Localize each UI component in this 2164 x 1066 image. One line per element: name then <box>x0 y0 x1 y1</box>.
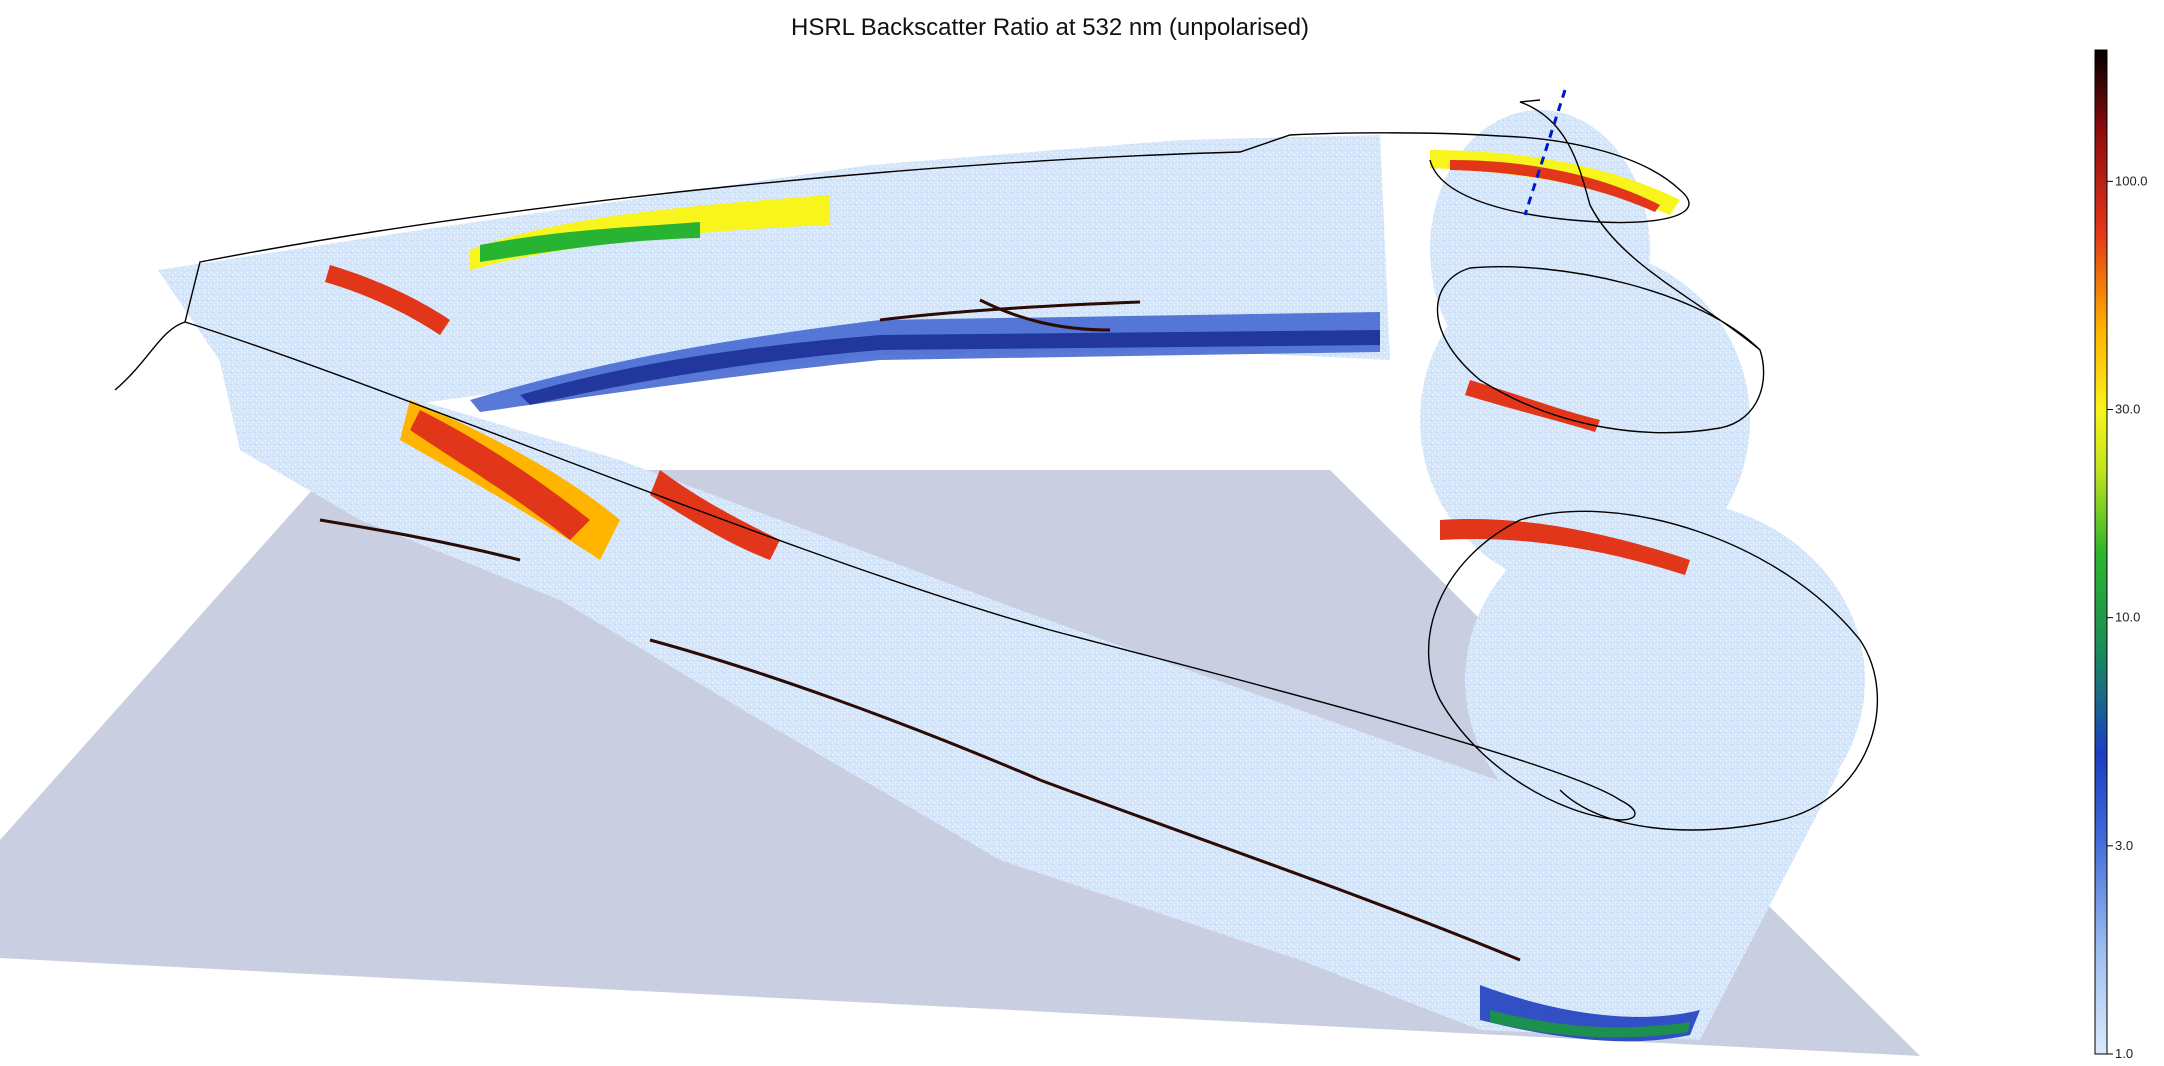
curtain-back-lowband-dark <box>520 330 1380 405</box>
spiral-cylinder-bottom <box>1465 500 1865 860</box>
colorbar-tick-label: 3.0 <box>2115 838 2133 853</box>
colorbar-tick-label: 30.0 <box>2115 401 2140 416</box>
colorbar: 1.0 3.0 10.0 30.0 100.0 <box>2094 49 2148 1061</box>
dropsonde-line <box>1523 89 1567 216</box>
curtain-front-lowband-green <box>1490 1010 1690 1038</box>
colorbar-gradient <box>2094 49 2108 1055</box>
colorbar-tick-label: 1.0 <box>2115 1046 2133 1061</box>
chart-title: HSRL Backscatter Ratio at 532 nm (unpola… <box>790 14 1309 41</box>
colorbar-tick-label: 100.0 <box>2115 173 2148 188</box>
flight-track-line <box>114 99 1879 831</box>
curtain-front <box>215 340 1840 1040</box>
boundary-layer-streaks <box>319 298 1521 962</box>
colorbar-tick-label: 10.0 <box>2115 610 2140 625</box>
colorbar-ticks: 1.0 3.0 10.0 30.0 100.0 <box>2107 173 2148 1061</box>
cloud-features <box>325 150 1690 575</box>
